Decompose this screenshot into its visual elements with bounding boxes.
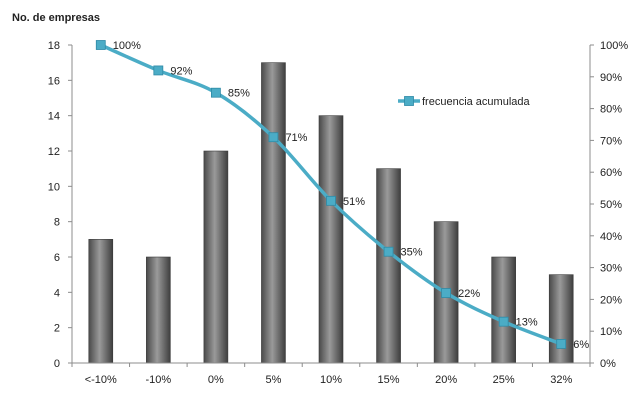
bar [88,239,114,364]
x-tick-label: 0% [208,374,224,386]
line-data-label: 13% [516,317,538,329]
y2-tick-label: 100% [600,40,628,52]
y2-tick-label: 60% [600,167,622,179]
line-data-label: 85% [228,88,250,100]
y-tick-label: 0 [54,358,60,370]
y2-tick-label: 90% [600,72,622,84]
y-tick-label: 4 [54,287,60,299]
line-point-marker [441,288,452,298]
y2-tick-label: 50% [600,199,622,211]
line-data-label: 51% [343,196,365,208]
line-point-marker [383,246,394,257]
y-tick-label: 14 [48,111,60,123]
line-data-label: 92% [170,65,192,77]
y2-tick-label: 30% [600,263,622,275]
y-tick-label: 2 [54,323,60,335]
y-tick-label: 18 [48,40,60,52]
x-tick-label: 20% [435,374,457,386]
line-point-marker [556,339,567,349]
line-data-label: 71% [285,132,307,144]
y2-tick-label: 20% [600,294,622,306]
x-tick-label: 10% [320,374,342,386]
line-point-marker [153,65,164,76]
y-tick-label: 12 [48,146,60,158]
bar [376,168,401,364]
y2-tick-label: 40% [600,231,622,243]
line-point-marker [95,40,106,50]
line-point-marker [268,132,279,143]
y2-tick-label: 10% [600,326,622,338]
y-tick-label: 6 [54,252,60,264]
y-tick-label: 10 [48,181,60,193]
line-series-group: 100% 92% 85% 71% 51% 35% 22% 13% 6% [95,40,589,351]
line-point-marker [498,316,509,327]
y-axis-title: No. de empresas [12,12,100,24]
bar [318,115,344,364]
line-data-label: 22% [458,288,480,300]
bar [261,62,286,364]
bar [491,256,516,364]
y2-tick-label: 0% [600,358,616,370]
line-data-label: 100% [113,40,141,52]
line-point-marker [210,87,221,98]
x-tick-label: 5% [265,374,281,386]
bar [203,150,229,364]
bar [548,274,574,364]
y2-tick-label: 80% [600,104,622,116]
bars-group [88,62,574,364]
legend-label: frecuencia acumulada [422,96,531,108]
bar [146,256,171,364]
line-data-label: 35% [401,247,423,259]
legend-marker-swatch [404,96,414,106]
x-tick-label: 32% [550,374,572,386]
y-tick-label: 8 [54,217,60,229]
x-tick-label: -10% [145,374,171,386]
line-point-marker [326,195,336,206]
axes-group: 0 2 4 6 8 10 12 14 16 18 0% 10% 20% 30% 40% 50% 60% 70% 80… [48,40,629,386]
x-tick-label: 15% [378,374,400,386]
legend: frecuencia acumulada [398,96,531,108]
x-tick-label: 25% [493,374,515,386]
line-data-label: 6% [573,339,589,351]
y2-tick-label: 70% [600,135,622,147]
y-tick-label: 16 [48,75,60,87]
x-tick-label: <-10% [85,374,117,386]
